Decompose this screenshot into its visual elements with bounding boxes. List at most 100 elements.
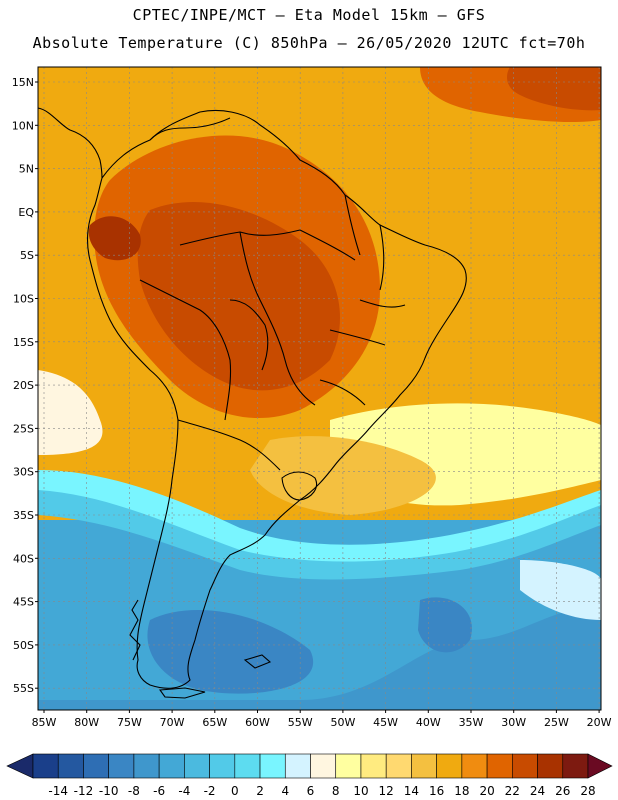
south-america-outline: [86, 109, 467, 689]
colorbar-label: 16: [429, 784, 444, 798]
lon-label: 35W: [459, 716, 484, 729]
colorbar-swatch: [108, 753, 135, 779]
colorbar-label: 26: [555, 784, 570, 798]
field-tropical-atlantic-max: [507, 67, 601, 111]
caribbean-coast: [149, 117, 231, 141]
lon-label: 50W: [330, 716, 355, 729]
lon-label: 60W: [245, 716, 270, 729]
longitude-axis-labels: 85W 80W 75W 70W 65W 60W 55W 50W 45W 40W 35W 30W 25W 2…: [32, 710, 612, 729]
lat-label: 20S: [13, 379, 34, 392]
colorbar-label: -10: [99, 784, 119, 798]
lat-label: 10N: [12, 119, 34, 132]
lat-label: 35S: [13, 509, 34, 522]
colorbar-label: 18: [454, 784, 469, 798]
colorbar-swatch: [310, 753, 337, 779]
field-frontal-band: [38, 478, 601, 580]
colorbar-label: -12: [74, 784, 94, 798]
colorbar-label: 6: [307, 784, 315, 798]
lon-label: 85W: [32, 716, 57, 729]
colorbar-swatch: [83, 753, 109, 779]
lat-label: 5S: [20, 249, 34, 262]
lon-label: 20W: [587, 716, 612, 729]
colorbar-swatch: [436, 753, 463, 779]
colorbar-label: -6: [153, 784, 165, 798]
colorbar-swatch: [184, 753, 210, 779]
uruguay-outline: [281, 471, 318, 501]
lat-lon-gridlines: [38, 67, 601, 710]
colorbar-label: 24: [530, 784, 545, 798]
colorbar-label: 12: [379, 784, 394, 798]
colorbar: -14 -12 -10 -8 -6 -4 -2 0 2 4 6 8 10 12 14 16 18 20 22 24 26…: [6, 753, 613, 798]
colorbar-label: 14: [404, 784, 419, 798]
colorbar-label: 22: [505, 784, 520, 798]
lat-label: 15S: [13, 336, 34, 349]
lat-label: 25S: [13, 422, 34, 435]
map-frame: [37, 66, 602, 711]
lat-label: 45S: [13, 596, 34, 609]
colorbar-swatch: [284, 753, 311, 779]
colorbar-label: 20: [479, 784, 494, 798]
argentina-border: [177, 419, 281, 471]
colorbar-swatch: [360, 753, 387, 779]
lat-label: 40S: [13, 552, 34, 565]
field-atlantic-cold-pocket: [418, 597, 472, 653]
colorbar-swatch: [537, 753, 564, 779]
colorbar-label: 8: [332, 784, 340, 798]
colorbar-swatch: [234, 753, 261, 779]
colorbar-swatch: [461, 753, 488, 779]
bolivia-border: [229, 299, 269, 371]
central-america-outline: [38, 107, 103, 179]
lat-label: 10S: [13, 293, 34, 306]
coastlines-and-borders: [38, 107, 467, 699]
lon-label: 55W: [288, 716, 313, 729]
lon-label: 45W: [373, 716, 398, 729]
field-patagonia-cold-pool: [147, 610, 314, 694]
colorbar-swatch: [385, 753, 412, 779]
lon-label: 40W: [416, 716, 441, 729]
colorbar-label: -4: [178, 784, 190, 798]
andean-border: [139, 279, 232, 421]
lon-label: 25W: [544, 716, 569, 729]
colorbar-over-arrow: [587, 753, 613, 779]
colorbar-swatch: [158, 753, 185, 779]
colorbar-label: 2: [256, 784, 264, 798]
lon-label: 70W: [160, 716, 185, 729]
colorbar-swatch: [335, 753, 362, 779]
colorbar-swatch: [512, 753, 538, 779]
chile-archipelago: [129, 599, 141, 661]
colorbar-label: 10: [353, 784, 368, 798]
latitude-axis-labels: 15N 10N 5N EQ 5S 10S 15S 20S 25S 30S 35S 40S 45S 50S 5…: [12, 76, 38, 695]
field-central-brazil-hot: [137, 201, 340, 391]
field-southern-brazil: [250, 436, 436, 515]
chart-title-line2: Absolute Temperature (C) 850hPa – 26/05/…: [32, 34, 586, 52]
colorbar-swatch: [411, 753, 437, 779]
colorbar-swatch: [32, 753, 59, 779]
lat-label: 55S: [13, 682, 34, 695]
lat-label: 30S: [13, 466, 34, 479]
lon-label: 75W: [117, 716, 142, 729]
field-pale-coastal: [38, 370, 103, 455]
colorbar-swatch: [209, 753, 236, 779]
colorbar-swatch: [133, 753, 160, 779]
colorbar-label: -8: [128, 784, 140, 798]
brazil-border: [179, 229, 316, 406]
lon-label: 65W: [202, 716, 227, 729]
tierra-del-fuego: [158, 687, 206, 699]
colorbar-swatch: [486, 753, 513, 779]
lon-label: 80W: [74, 716, 99, 729]
colorbar-label: -2: [204, 784, 216, 798]
lat-label: 5N: [19, 163, 34, 176]
field-cold-tongue-sea: [520, 560, 601, 620]
chart-title-line1: CPTEC/INPE/MCT – Eta Model 15km – GFS: [132, 6, 486, 24]
lat-label: 50S: [13, 639, 34, 652]
lon-label: 30W: [501, 716, 526, 729]
colorbar-swatch: [57, 753, 84, 779]
lat-label: EQ: [18, 206, 34, 219]
colorbar-swatch: [259, 753, 286, 779]
colorbar-label: 4: [281, 784, 289, 798]
colorbar-swatch: [562, 753, 589, 779]
colorbar-label: 0: [231, 784, 239, 798]
field-front-edge: [38, 470, 601, 562]
field-western-amazon-max: [88, 216, 141, 261]
